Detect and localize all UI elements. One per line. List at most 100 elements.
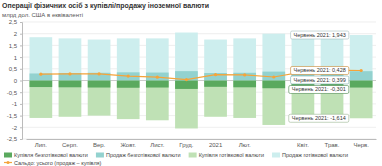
bar: [262, 34, 285, 81]
marker: [97, 72, 100, 75]
value-label-box: Червень 2021: -0,301: [289, 85, 349, 93]
bar: [233, 73, 256, 81]
y-tick-mark: [20, 116, 22, 117]
y-tick-mark: [20, 34, 22, 35]
bar: [233, 81, 256, 88]
y-tick: 0,5: [9, 66, 22, 72]
y-tick: -2: [12, 125, 22, 131]
x-tick: Жовт.: [120, 139, 136, 148]
legend-label: Купівля безготівкової валюти: [14, 152, 88, 158]
y-tick: -1,5: [7, 113, 22, 119]
bar: [175, 81, 198, 89]
bar: [175, 33, 198, 81]
legend-label: Продаж безготівкової валюти: [106, 152, 181, 158]
bar: [350, 35, 373, 80]
y-tick-label: 2,5: [9, 19, 18, 25]
legend-item: Продаж готівкової валюти: [272, 152, 348, 158]
x-tick-label: Груд.: [179, 142, 193, 148]
grid-line: [22, 22, 376, 23]
bar: [117, 81, 140, 120]
value-label: Червень 2021: 0,399: [294, 77, 346, 83]
grid-line: [22, 127, 376, 128]
y-tick-label: -2: [12, 125, 18, 131]
value-label-box: Червень 2021: 1,943: [291, 31, 349, 39]
value-label-bg: [291, 76, 349, 84]
bar: [350, 81, 373, 119]
bar: [204, 81, 227, 87]
x-tick-label: 2021: [209, 142, 223, 148]
y-axis: -2,5-2-1,5-1-0,500,511,522,5: [7, 19, 23, 142]
x-tick-label: Лип.: [35, 142, 48, 148]
y-tick-label: 1: [14, 55, 18, 61]
y-tick: 2,5: [9, 19, 22, 25]
x-tick-label: Лист.: [150, 142, 164, 148]
x-tick: Вер.: [93, 139, 106, 148]
marker: [127, 74, 130, 77]
y-tick: -2,5: [7, 136, 22, 142]
x-tick: Груд.: [179, 139, 193, 148]
value-label-box: Червень 2021: 0,428: [291, 66, 349, 74]
value-label-bg: [289, 114, 349, 122]
y-tick: 0: [14, 78, 22, 84]
legend-item: Продаж безготівкової валюти: [96, 152, 181, 158]
legend-swatch: [4, 162, 12, 163]
y-tick-label: 1,5: [9, 43, 18, 49]
bar: [233, 38, 256, 80]
legend-item: Купівля готівкової валюти: [189, 152, 264, 158]
value-label-bg: [291, 31, 349, 39]
bar: [29, 81, 52, 118]
bar: [204, 81, 227, 117]
value-label-box: Червень 2021: 0,399: [291, 76, 349, 84]
x-tick-label: Лют.: [239, 142, 251, 148]
bar: [146, 81, 169, 88]
x-tick: Лют.: [239, 139, 251, 148]
x-tick-label: Трав.: [325, 142, 340, 148]
y-tick: 2: [14, 31, 22, 37]
bar: [262, 81, 285, 125]
bar: [117, 81, 140, 88]
x-tick: Лист.: [150, 139, 164, 148]
legend-swatch: [272, 153, 280, 158]
x-tick: Лип.: [35, 139, 48, 148]
legend-label: Сальдо: усього (продаж – купівля): [14, 160, 102, 166]
y-tick: -0,5: [7, 90, 22, 96]
x-tick: Трав.: [325, 139, 340, 148]
marker: [39, 73, 42, 76]
bar-series: [29, 33, 372, 81]
y-tick-mark: [20, 127, 22, 128]
y-tick-mark: [20, 139, 22, 140]
x-axis: Лип. Серп. Вер. Жовт. Лист. Груд. 2021 Лют. Квіт…: [27, 139, 377, 148]
y-tick-label: -1,5: [7, 113, 18, 119]
bar: [88, 81, 111, 116]
x-tick-label: Серп.: [62, 142, 78, 148]
value-label: Червень 2021: 1,943: [294, 32, 346, 38]
value-label-bg: [291, 66, 349, 74]
x-tick: Квіт.: [297, 139, 309, 148]
y-tick-mark: [20, 57, 22, 58]
bar: [88, 81, 111, 88]
y-tick-mark: [20, 104, 22, 105]
value-label-box: Червень 2021: -1,614: [289, 114, 349, 122]
y-tick-mark: [20, 22, 22, 23]
marker: [156, 76, 159, 79]
value-labels: Червень 2021: 1,943 Червень 2021: 0,428 Че…: [289, 31, 349, 122]
x-tick-label: Черв.: [353, 142, 369, 148]
x-tick-label: Жовт.: [120, 142, 136, 148]
title: Операції фізичних осіб з купівлі/продажу…: [2, 2, 209, 10]
y-tick-label: -0,5: [7, 90, 18, 96]
x-tick: Серп.: [62, 139, 78, 148]
bar: [146, 81, 169, 121]
legend: Купівля безготівкової валюти Продаж безго…: [4, 152, 348, 166]
y-tick: 1: [14, 55, 22, 61]
bar: [350, 81, 373, 88]
y-tick-mark: [20, 81, 22, 82]
bar: [29, 81, 52, 88]
legend-item: Купівля безготівкової валюти: [4, 152, 88, 158]
plot-area: [29, 33, 372, 129]
bar: [117, 38, 140, 80]
y-tick-mark: [20, 45, 22, 46]
legend-swatch: [4, 153, 12, 158]
y-tick-mark: [20, 92, 22, 93]
marker: [272, 75, 275, 78]
bar: [146, 38, 169, 80]
